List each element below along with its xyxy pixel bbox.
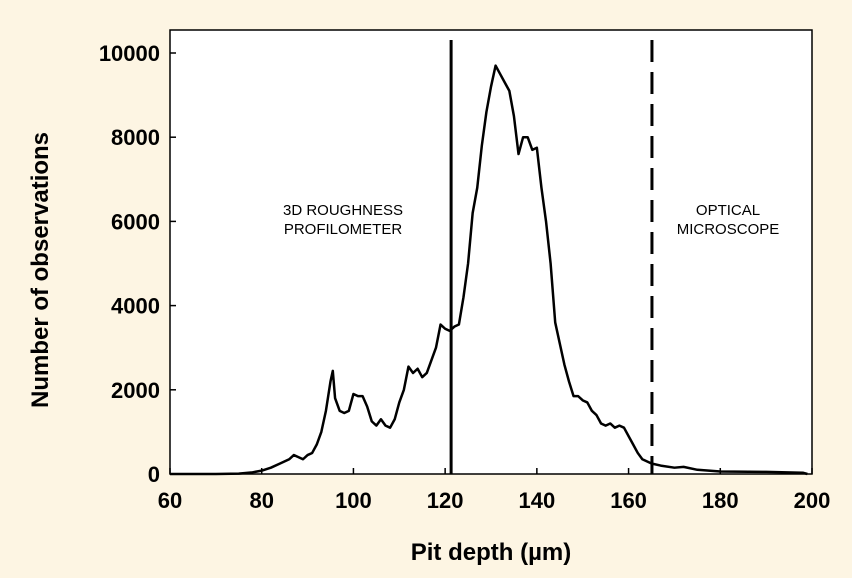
y-tick-label: 10000 — [99, 41, 160, 66]
x-tick-label: 140 — [518, 488, 555, 513]
x-tick-label: 160 — [610, 488, 647, 513]
y-tick-label: 2000 — [111, 378, 160, 403]
annotation: PROFILOMETER — [284, 221, 403, 238]
x-tick-label: 120 — [427, 488, 464, 513]
y-tick-label: 4000 — [111, 294, 160, 319]
x-tick-label: 100 — [335, 488, 372, 513]
x-tick-label: 60 — [158, 488, 182, 513]
y-tick-label: 6000 — [111, 209, 160, 234]
y-tick-label: 8000 — [111, 125, 160, 150]
annotation: OPTICAL — [696, 202, 760, 219]
x-tick-label: 180 — [702, 488, 739, 513]
data-line — [170, 64, 808, 476]
x-tick-label: 80 — [249, 488, 273, 513]
x-axis-label: Pit depth (µm) — [411, 539, 571, 566]
y-tick-label: 0 — [148, 462, 160, 487]
annotation: 3D ROUGHNESS — [283, 202, 403, 219]
plot-area — [169, 29, 813, 475]
x-tick-label: 200 — [794, 488, 831, 513]
y-axis-label: Number of observations — [27, 132, 54, 408]
annotation: MICROSCOPE — [677, 221, 780, 238]
